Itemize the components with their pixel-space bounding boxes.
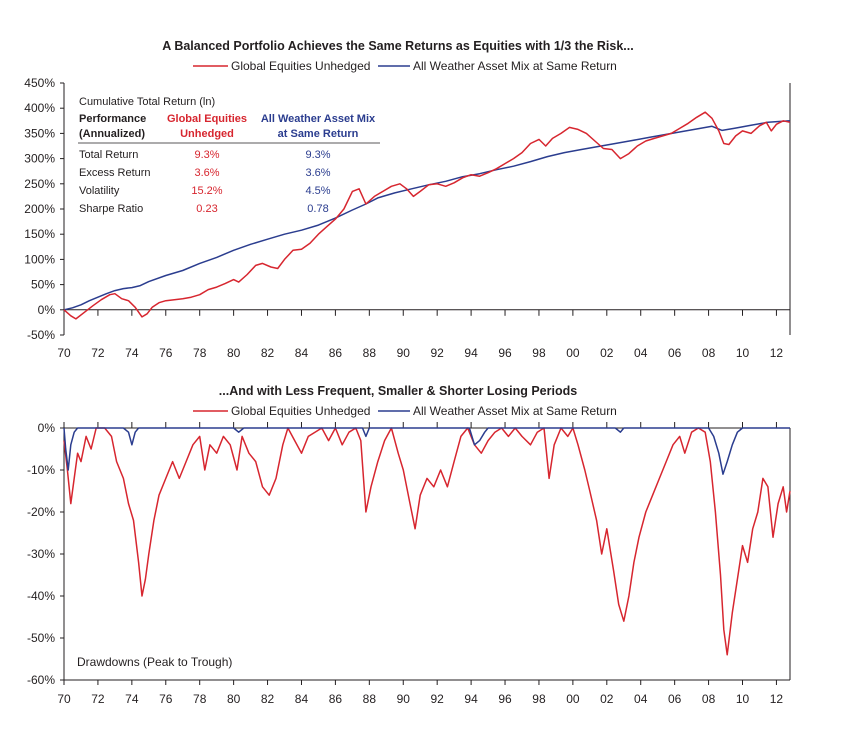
top-chart-title: A Balanced Portfolio Achieves the Same R… xyxy=(162,39,633,53)
table-header-equities-line1: Global Equities xyxy=(167,113,247,125)
top-y-tick-label: 50% xyxy=(31,278,55,292)
bottom-x-tick-label: 82 xyxy=(261,692,275,706)
table-cell-equities: 15.2% xyxy=(191,185,222,197)
top-y-tick-label: 450% xyxy=(24,76,55,90)
top-x-tick-label: 80 xyxy=(227,346,241,360)
bottom-x-tick-label: 04 xyxy=(634,692,648,706)
bottom-x-tick-label: 02 xyxy=(600,692,614,706)
top-x-tick-label: 74 xyxy=(125,346,139,360)
bottom-x-tick-label: 84 xyxy=(295,692,309,706)
bottom-y-tick-label: 0% xyxy=(38,421,56,435)
top-x-tick-label: 88 xyxy=(363,346,377,360)
table-row-label: Sharpe Ratio xyxy=(79,203,143,215)
top-y-tick-label: 200% xyxy=(24,202,55,216)
bottom-y-tick-label: -50% xyxy=(27,631,55,645)
bottom-x-tick-label: 80 xyxy=(227,692,241,706)
top-x-tick-label: 96 xyxy=(498,346,512,360)
bottom-x-tick-label: 78 xyxy=(193,692,207,706)
bottom-chart-annotation: Drawdowns (Peak to Trough) xyxy=(77,655,232,669)
top-y-tick-label: 250% xyxy=(24,177,55,191)
performance-table: Performance (Annualized) Global Equities… xyxy=(78,113,380,215)
top-x-tick-label: 86 xyxy=(329,346,343,360)
table-cell-equities: 9.3% xyxy=(194,149,219,161)
bottom-x-tick-label: 08 xyxy=(702,692,716,706)
top-x-tick-label: 78 xyxy=(193,346,207,360)
bottom-y-tick-label: -20% xyxy=(27,505,55,519)
bottom-legend-equities-label: Global Equities Unhedged xyxy=(231,404,370,418)
top-x-tick-label: 12 xyxy=(770,346,784,360)
table-row-label: Total Return xyxy=(79,149,138,161)
top-x-tick-label: 92 xyxy=(430,346,444,360)
table-header-allweather-line2: at Same Return xyxy=(278,128,359,140)
table-cell-allweather: 4.5% xyxy=(305,185,330,197)
top-y-tick-label: -50% xyxy=(27,328,55,342)
bottom-x-tick-label: 06 xyxy=(668,692,682,706)
bottom-y-tick-label: -60% xyxy=(27,673,55,687)
top-series-equities-line xyxy=(63,111,791,320)
bottom-x-tick-label: 74 xyxy=(125,692,139,706)
bottom-x-tick-label: 92 xyxy=(430,692,444,706)
table-header-allweather-line1: All Weather Asset Mix xyxy=(261,113,376,125)
table-cell-allweather: 3.6% xyxy=(305,167,330,179)
top-x-tick-label: 04 xyxy=(634,346,648,360)
bottom-x-tick-label: 76 xyxy=(159,692,173,706)
top-legend-allweather-label: All Weather Asset Mix at Same Return xyxy=(413,59,617,73)
table-header-performance-line2: (Annualized) xyxy=(79,128,145,140)
top-x-tick-label: 02 xyxy=(600,346,614,360)
top-y-tick-label: 400% xyxy=(24,101,55,115)
bottom-x-tick-label: 86 xyxy=(329,692,343,706)
bottom-x-tick-label: 00 xyxy=(566,692,580,706)
table-header-performance-line1: Performance xyxy=(79,113,146,125)
bottom-y-tick-label: -40% xyxy=(27,589,55,603)
table-row-label: Volatility xyxy=(79,185,120,197)
top-plot: -50% 0% 50% 100% 150% 200% 250% 300% 350% 400% 450… xyxy=(24,76,791,360)
top-y-tick-label: 0% xyxy=(38,303,56,317)
table-cell-allweather: 0.78 xyxy=(307,203,328,215)
bottom-series-allweather-line xyxy=(63,427,790,475)
table-header-equities-line2: Unhedged xyxy=(180,128,234,140)
top-x-tick-label: 72 xyxy=(91,346,105,360)
bottom-legend-allweather-label: All Weather Asset Mix at Same Return xyxy=(413,404,617,418)
bottom-y-tick-label: -10% xyxy=(27,463,55,477)
bottom-x-tick-label: 98 xyxy=(532,692,546,706)
bottom-chart-title: ...And with Less Frequent, Smaller & Sho… xyxy=(219,384,577,398)
table-cell-equities: 3.6% xyxy=(194,167,219,179)
top-x-tick-label: 98 xyxy=(532,346,546,360)
table-cell-equities: 0.23 xyxy=(196,203,217,215)
bottom-x-tick-label: 70 xyxy=(57,692,71,706)
bottom-x-tick-label: 88 xyxy=(363,692,377,706)
bottom-plot: -60% -50% -40% -30% -20% -10% 0% 70 72 74 76 78 80 82… xyxy=(27,421,791,706)
top-y-tick-label: 300% xyxy=(24,152,55,166)
bottom-x-tick-label: 12 xyxy=(770,692,784,706)
bottom-x-tick-label: 96 xyxy=(498,692,512,706)
bottom-y-tick-label: -30% xyxy=(27,547,55,561)
top-x-tick-label: 70 xyxy=(57,346,71,360)
table-cell-allweather: 9.3% xyxy=(305,149,330,161)
top-legend-equities-label: Global Equities Unhedged xyxy=(231,59,370,73)
top-x-tick-label: 82 xyxy=(261,346,275,360)
top-x-tick-label: 00 xyxy=(566,346,580,360)
top-x-tick-label: 06 xyxy=(668,346,682,360)
bottom-x-tick-label: 10 xyxy=(736,692,750,706)
top-x-tick-label: 08 xyxy=(702,346,716,360)
top-y-tick-label: 150% xyxy=(24,227,55,241)
top-x-tick-label: 10 xyxy=(736,346,750,360)
top-y-tick-label: 100% xyxy=(24,252,55,266)
top-x-tick-label: 84 xyxy=(295,346,309,360)
top-x-tick-label: 76 xyxy=(159,346,173,360)
top-x-tick-label: 90 xyxy=(397,346,411,360)
top-x-tick-label: 94 xyxy=(464,346,478,360)
bottom-x-tick-label: 90 xyxy=(397,692,411,706)
top-chart-subtitle: Cumulative Total Return (ln) xyxy=(79,96,215,108)
bottom-series-equities-line xyxy=(63,427,791,656)
table-row-label: Excess Return xyxy=(79,167,151,179)
bottom-x-tick-label: 72 xyxy=(91,692,105,706)
top-y-tick-label: 350% xyxy=(24,126,55,140)
bottom-x-tick-label: 94 xyxy=(464,692,478,706)
top-series-allweather-line xyxy=(63,120,791,311)
